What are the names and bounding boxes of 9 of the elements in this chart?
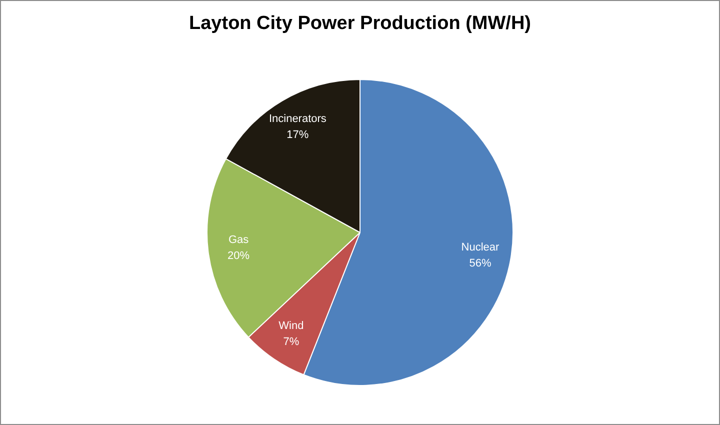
slice-label: Nuclear (461, 241, 500, 254)
data-label: 17% (286, 129, 309, 142)
chart-title: Layton City Power Production (MW/H) (188, 13, 532, 35)
slice-label: Incinerators (268, 113, 327, 126)
slice-label: Gas (228, 234, 250, 246)
data-label: 7% (283, 336, 300, 348)
data-label: 56% (469, 257, 492, 270)
data-label: 20% (228, 250, 250, 262)
slice-label: Wind (278, 320, 304, 332)
